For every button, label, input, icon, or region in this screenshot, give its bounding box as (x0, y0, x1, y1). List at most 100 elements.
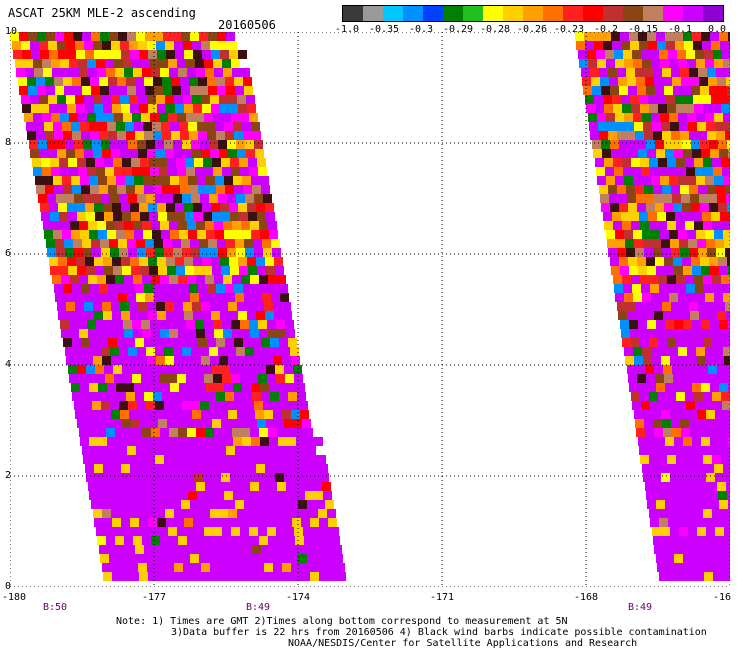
y-tick-label: 2 (5, 470, 12, 481)
swath-cell (654, 545, 663, 554)
swath-cell (205, 536, 214, 545)
swath-cell (685, 275, 694, 284)
swath-cell (59, 266, 68, 275)
swath-cell (101, 140, 110, 149)
swath-cell (683, 554, 692, 563)
swath-cell (669, 293, 678, 302)
swath-cell (95, 158, 104, 167)
swath-cell (266, 473, 275, 482)
swath-cell (628, 86, 637, 95)
swath-cell (132, 113, 141, 122)
swath-cell (184, 311, 193, 320)
swath-cell (709, 140, 718, 149)
swath-cell (637, 86, 646, 95)
swath-cell (115, 428, 124, 437)
swath-cell (126, 392, 135, 401)
swath-cell (727, 86, 730, 95)
swath-cell (154, 86, 163, 95)
swath-cell (621, 41, 630, 50)
swath-cell (148, 257, 157, 266)
swath-cell (133, 329, 142, 338)
swath-cell (156, 149, 165, 158)
swath-cell (667, 455, 676, 464)
swath-cell (643, 410, 652, 419)
swath-cell (193, 203, 202, 212)
swath-cell (633, 59, 642, 68)
swath-cell (671, 302, 680, 311)
swath-cell (87, 374, 96, 383)
swath-cell (647, 149, 656, 158)
swath-cell (198, 131, 207, 140)
swath-cell (209, 194, 218, 203)
swath-cell (139, 203, 148, 212)
swath-cell (152, 176, 161, 185)
swath-cell (718, 491, 727, 500)
swath-cell (170, 437, 179, 446)
swath-cell (690, 77, 699, 86)
swath-cell (12, 41, 21, 50)
swath-cell (252, 338, 261, 347)
swath-cell (265, 257, 274, 266)
swath-cell (590, 68, 599, 77)
swath-cell (94, 104, 103, 113)
swath-cell (274, 572, 283, 581)
swath-cell (158, 419, 167, 428)
swath-cell (174, 95, 183, 104)
swath-cell (182, 401, 191, 410)
swath-cell (193, 104, 202, 113)
swath-cell (162, 284, 171, 293)
swath-cell (192, 149, 201, 158)
swath-cell (89, 437, 98, 446)
swath-cell (98, 122, 107, 131)
swath-cell (228, 410, 237, 419)
colorbar-segment (563, 6, 583, 21)
swath-cell (63, 284, 72, 293)
swath-cell (197, 122, 206, 131)
swath-cell (300, 410, 309, 419)
swath-cell (686, 167, 695, 176)
swath-cell (254, 248, 263, 257)
swath-cell (644, 185, 653, 194)
swath-cell (675, 95, 684, 104)
swath-cell (281, 455, 290, 464)
swath-cell (289, 446, 298, 455)
swath-cell (216, 284, 225, 293)
swath-cell (668, 401, 677, 410)
swath-cell (626, 68, 635, 77)
swath-cell (174, 149, 183, 158)
swath-cell (145, 86, 154, 95)
colorbar-segment (403, 6, 423, 21)
swath-cell (128, 347, 137, 356)
swath-cell (86, 473, 95, 482)
swath-cell (623, 50, 632, 59)
swath-cell (130, 203, 139, 212)
swath-cell (584, 32, 593, 41)
swath-cell (162, 77, 171, 86)
swath-cell (183, 41, 192, 50)
swath-cell (97, 482, 106, 491)
swath-cell (105, 113, 114, 122)
swath-cell (251, 176, 260, 185)
swath-cell (105, 374, 114, 383)
swath-cell (681, 311, 690, 320)
swath-cell (631, 158, 640, 167)
swath-cell (653, 419, 662, 428)
colorbar-segment (463, 6, 483, 21)
swath-cell (198, 545, 207, 554)
swath-cell (170, 491, 179, 500)
swath-cell (250, 536, 259, 545)
swath-cell (272, 347, 281, 356)
swath-cell (663, 482, 672, 491)
swath-cell (195, 59, 204, 68)
swath-cell (681, 545, 690, 554)
swath-cell (305, 491, 314, 500)
swath-cell (640, 221, 649, 230)
swath-cell (698, 248, 707, 257)
swath-cell (128, 401, 137, 410)
swath-cell (630, 212, 639, 221)
swath-cell (194, 212, 203, 221)
swath-cell (729, 95, 730, 104)
colorbar-segment (643, 6, 663, 21)
swath-cell (119, 401, 128, 410)
swath-cell (615, 59, 624, 68)
